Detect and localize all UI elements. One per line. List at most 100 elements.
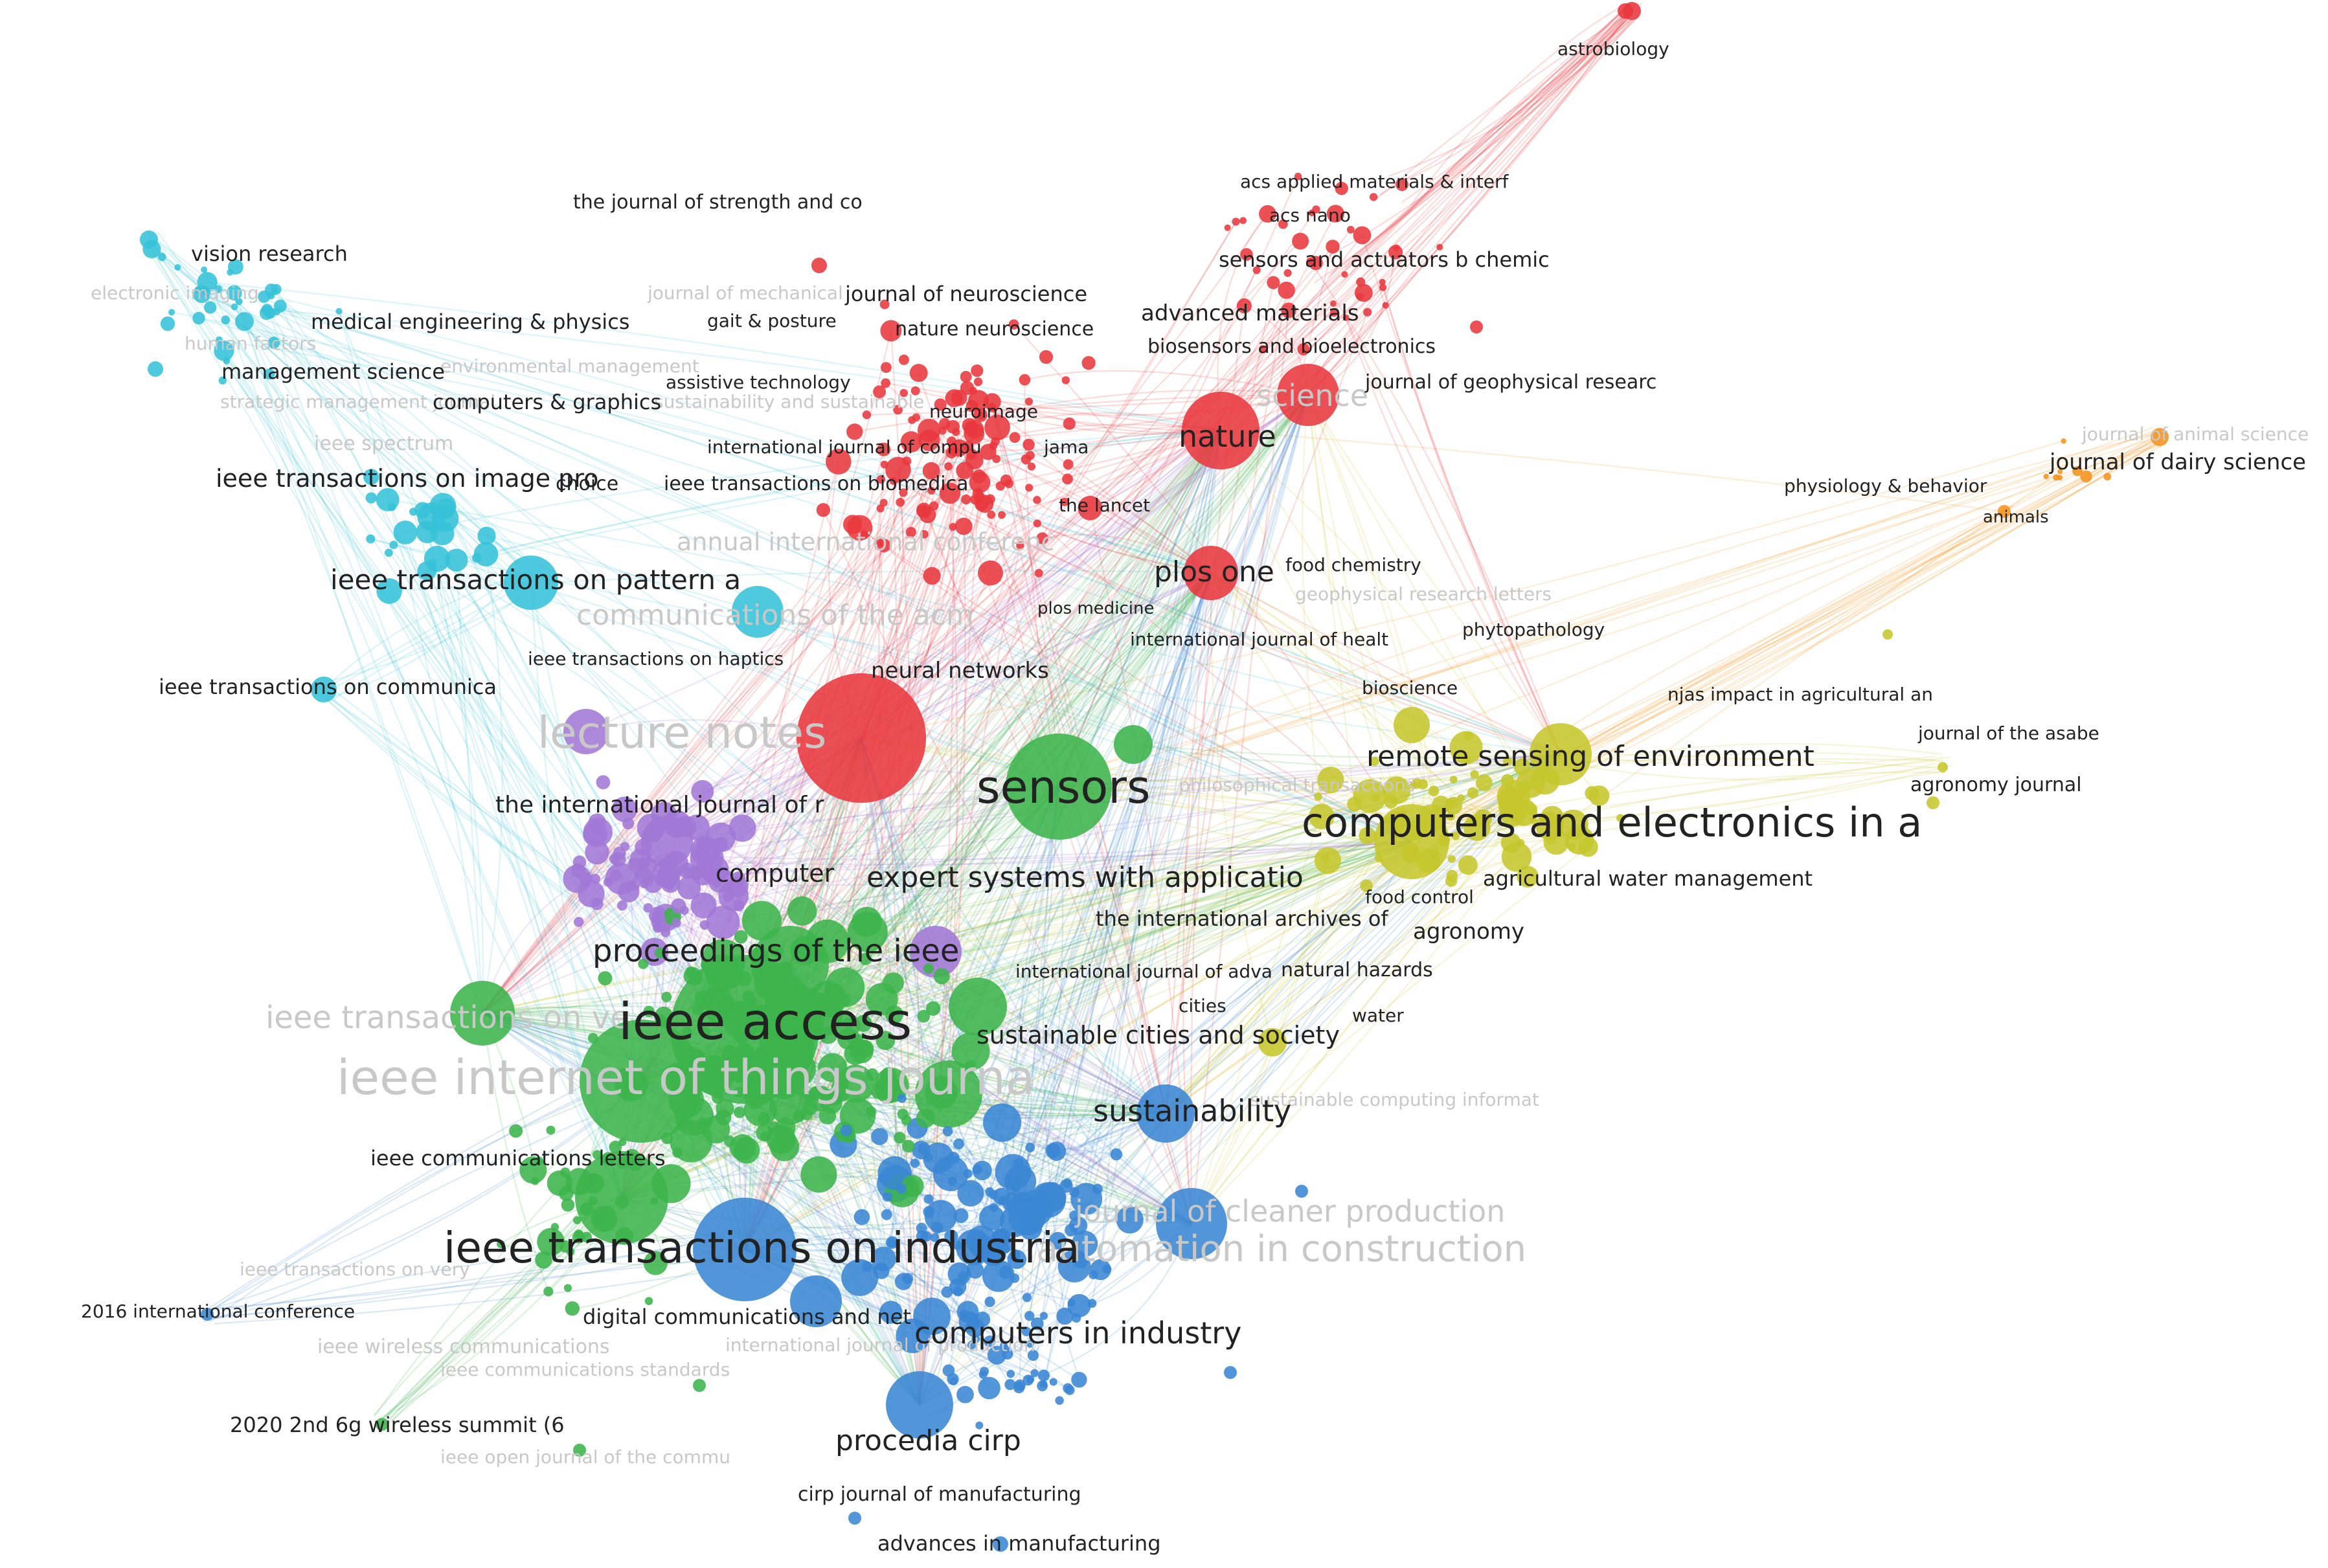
- node-green-378: [572, 1216, 582, 1225]
- node-purple-730: [661, 928, 671, 937]
- node-purple-742: [603, 877, 613, 887]
- label-journal-dairy-science: journal of dairy science: [2049, 449, 2306, 475]
- node-purple-706: [611, 796, 637, 822]
- node-green-380: [531, 1177, 539, 1185]
- node-red-45: [1081, 356, 1096, 370]
- node-red-95: [955, 517, 973, 535]
- node-purple-710: [609, 869, 622, 882]
- node-blue-419: [1065, 1224, 1078, 1237]
- node-red-77: [1062, 473, 1073, 485]
- network-edge: [243, 320, 920, 1406]
- label-remote-sensing: remote sensing of environment: [1366, 740, 1814, 773]
- node-yellow-604: [1439, 834, 1448, 844]
- label-natural-hazards: natural hazards: [1281, 959, 1433, 981]
- node-yellow-658: [1458, 855, 1478, 875]
- network-edge: [205, 1235, 726, 1320]
- node-green-160: [951, 1032, 990, 1071]
- node-purple-702: [638, 857, 649, 868]
- node-red-75: [934, 398, 947, 411]
- network-edge: [1566, 438, 2164, 759]
- network-edge: [1023, 841, 1412, 1205]
- node-green-239: [865, 1106, 877, 1117]
- network-edge: [1210, 572, 1553, 818]
- network-edge: [860, 737, 995, 1195]
- node-blue-545: [1065, 1385, 1075, 1395]
- network-edge: [848, 8, 1634, 752]
- node-green-181: [852, 906, 882, 937]
- label-bioscience: bioscience: [1362, 677, 1458, 699]
- node-red-25: [1060, 497, 1069, 506]
- label-agronomy: agronomy: [1413, 919, 1524, 945]
- node-red-158: [1294, 172, 1302, 181]
- network-edge: [482, 873, 667, 1014]
- network-edge: [1345, 317, 1561, 755]
- node-cyan-755: [223, 357, 231, 364]
- node-green-402: [565, 1301, 580, 1316]
- network-edge: [764, 430, 1221, 1066]
- node-red-73: [985, 494, 995, 504]
- node-blue-502: [953, 1208, 969, 1224]
- node-green-382: [543, 1286, 554, 1297]
- network-edge: [1133, 743, 1561, 759]
- network-edge: [482, 240, 1301, 1014]
- network-edge: [1030, 572, 1212, 1229]
- node-red-92: [951, 390, 967, 406]
- node-red-86: [1023, 438, 1035, 451]
- network-edge: [702, 430, 1221, 875]
- network-edge: [1084, 754, 1561, 1244]
- node-green-323: [775, 1117, 796, 1138]
- network-edge: [773, 572, 1212, 1129]
- label-ieee-transactions-ve: ieee transactions on ve: [266, 1000, 629, 1036]
- node-green-393: [602, 1152, 615, 1166]
- node-yellow-618: [1517, 839, 1525, 847]
- node-blue-413: [1025, 1143, 1035, 1152]
- node-blue-554: [1071, 1372, 1087, 1388]
- network-edge: [1000, 394, 1309, 1238]
- network-edge: [1220, 429, 2005, 513]
- network-edge: [861, 737, 1513, 814]
- network-edge: [1312, 2, 1642, 381]
- node-ieee-transactions-ve: [450, 981, 515, 1046]
- node-cyan-801: [477, 526, 496, 545]
- node-green-165: [901, 1174, 924, 1197]
- node-blue-541: [978, 1370, 988, 1379]
- node-red-149: [1259, 345, 1267, 353]
- network-edge: [233, 292, 622, 1198]
- network-edge: [1543, 758, 1945, 764]
- node-red-65: [927, 486, 936, 495]
- node-green-216: [894, 1132, 906, 1144]
- node-green-388: [558, 1186, 574, 1201]
- node-red-133: [1354, 284, 1373, 302]
- node-green-404: [537, 1227, 565, 1256]
- node-blue-536: [1026, 1375, 1035, 1383]
- network-edge: [885, 382, 1221, 432]
- node-red-94: [876, 539, 885, 547]
- node-yellow-570: [1408, 842, 1418, 853]
- node-green-407: [566, 1248, 575, 1256]
- node-cyan-789: [389, 541, 398, 550]
- node-blue-499: [923, 1194, 934, 1204]
- label-strategic-management: strategic management journal: [220, 391, 495, 412]
- label-sensors: sensors: [977, 761, 1150, 814]
- network-edge: [744, 816, 1322, 1250]
- label-agricultural-water: agricultural water management: [1483, 866, 1813, 891]
- label-science: science: [1256, 378, 1368, 413]
- node-green-351: [725, 1055, 736, 1068]
- network-edge: [955, 431, 1561, 755]
- node-blue-444: [947, 1176, 958, 1186]
- node-blue-446: [1035, 1182, 1067, 1213]
- network-edge: [1382, 287, 1561, 755]
- network-edge: [1058, 753, 1561, 790]
- node-purple-709: [591, 897, 604, 910]
- node-blue-492: [853, 1209, 870, 1226]
- label-ieee-spectrum: ieee spectrum: [314, 432, 453, 455]
- node-red-139: [1278, 219, 1288, 229]
- node-purple-666: [609, 853, 620, 865]
- node-blue-509: [953, 1138, 964, 1150]
- node-purple-715: [643, 903, 653, 913]
- node-yellow-574: [1474, 809, 1493, 827]
- node-nature: [1182, 392, 1260, 469]
- network-edge: [1565, 442, 2167, 738]
- node-green-171: [805, 988, 817, 1000]
- node-green-177: [655, 1014, 666, 1025]
